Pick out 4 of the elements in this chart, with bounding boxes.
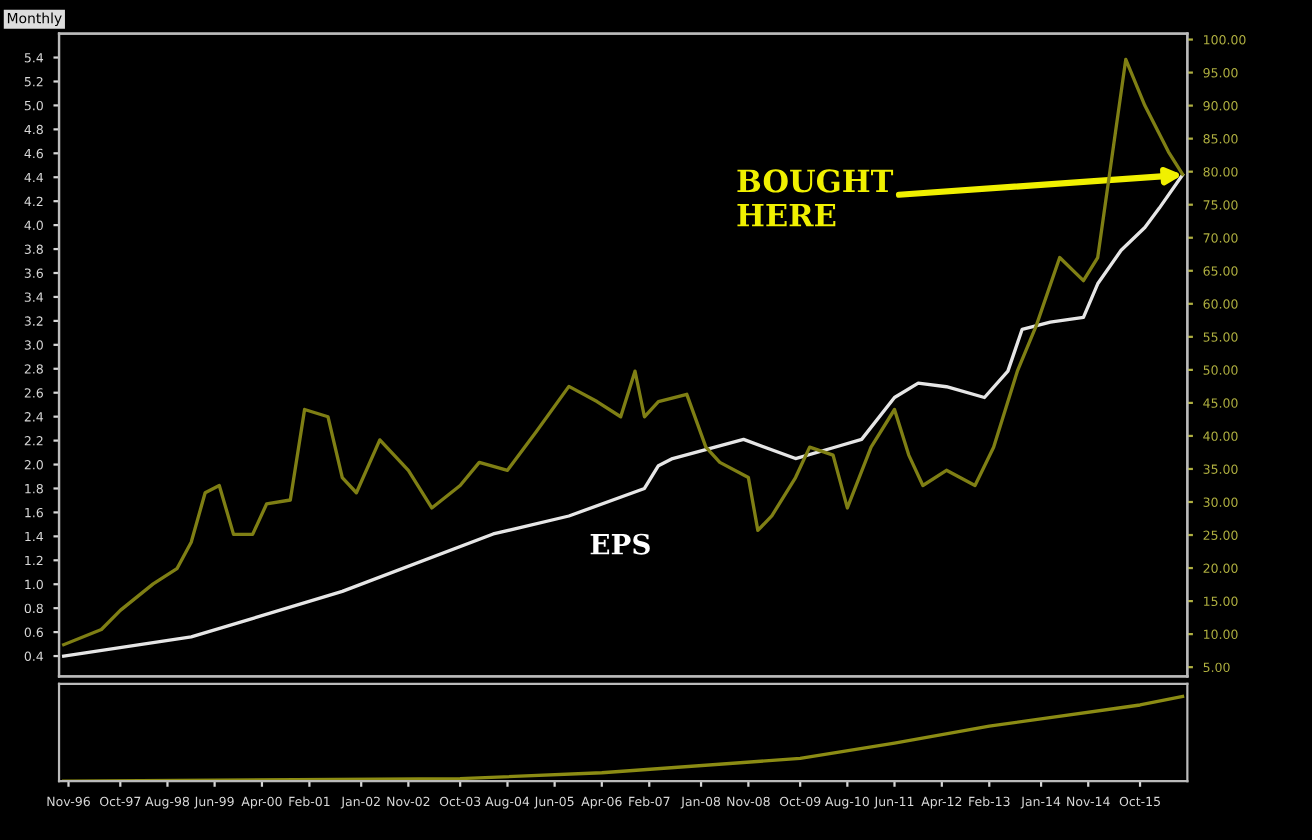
line-series [62, 173, 1185, 658]
line-series [62, 57, 1185, 647]
annotation: BOUGHT HERE [737, 169, 894, 227]
annotation: EPS [590, 533, 650, 555]
